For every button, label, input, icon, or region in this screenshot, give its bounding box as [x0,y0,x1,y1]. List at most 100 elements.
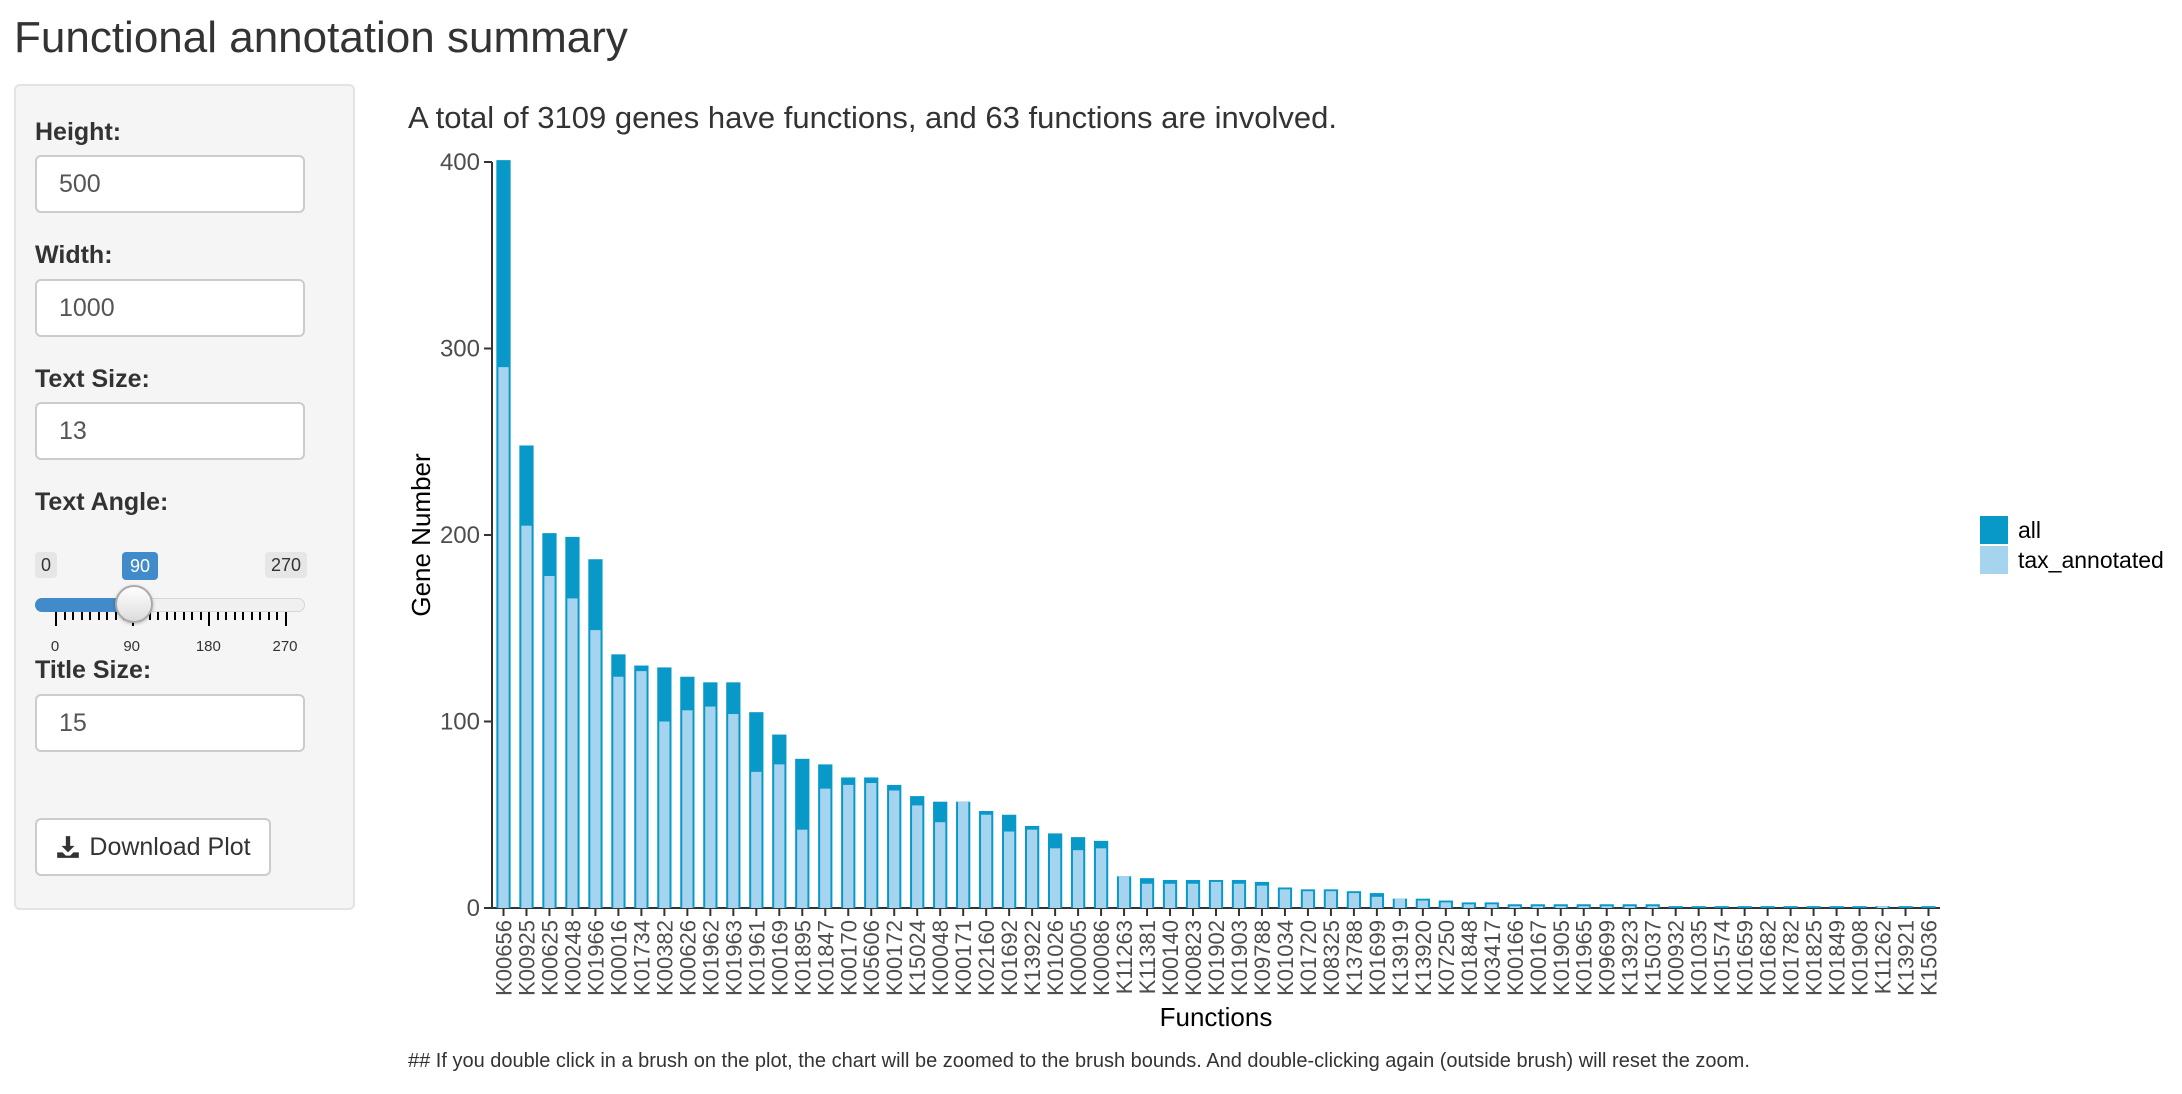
bar-tax-annotated [705,706,716,908]
height-input[interactable] [35,155,305,213]
legend-label: tax_annotated [2018,547,2164,573]
legend-swatch-tax-annotated [1980,546,2008,574]
x-tick-label: K01903 [1227,920,1252,996]
x-tick-label: K00823 [1181,920,1206,996]
x-tick-label: K00656 [491,920,516,996]
bar-tax-annotated [1187,883,1199,908]
bar-tax-annotated [1532,906,1543,908]
bar-tax-annotated [682,710,693,908]
x-tick-label: K01734 [629,920,654,996]
x-tick-label: K08325 [1319,920,1344,996]
bar-tax-annotated [958,801,969,908]
x-tick-label: K01966 [583,920,608,996]
bar-tax-annotated [567,598,578,908]
slider-minor-tick [80,612,83,620]
slider-major-tick [55,612,57,626]
x-tick-label: K01963 [721,920,746,996]
slider-minor-tick [97,612,100,620]
bar-tax-annotated [1210,881,1222,908]
bar-tax-annotated [1279,889,1291,908]
x-tick-label: K15024 [905,920,930,996]
slider-minor-tick [174,612,177,620]
slider-handle[interactable] [115,585,153,623]
y-tick-label: 400 [440,149,480,176]
summary-text: A total of 3109 genes have functions, an… [408,100,1337,135]
y-tick-label: 100 [440,709,480,736]
bar-tax-annotated [1371,896,1383,908]
bar-tax-annotated [590,630,601,908]
bar-tax-annotated [1118,876,1130,908]
slider-minor-tick [165,612,168,620]
slider-minor-tick [199,612,202,620]
x-tick-label: K01659 [1733,920,1758,996]
y-tick-label: 200 [440,522,480,549]
slider-minor-tick [89,612,92,620]
bar-all [1783,906,1798,908]
bar-all [1829,906,1844,908]
text-angle-slider[interactable]: 0 90 270 0 90 180 270 [35,552,321,662]
x-axis-title: Functions [1160,1002,1273,1032]
bar-tax-annotated [843,784,854,908]
x-tick-label: K01848 [1457,920,1482,996]
text-size-input[interactable] [35,402,305,460]
x-tick-label: K15036 [1917,920,1942,996]
bar-tax-annotated [1624,906,1635,908]
bar-tax-annotated [1256,885,1268,908]
bar-tax-annotated [935,822,946,908]
bar-tax-annotated [797,829,808,908]
bar-tax-annotated [1601,906,1612,908]
bar-tax-annotated [498,367,509,908]
x-tick-label: K01847 [813,920,838,996]
x-tick-label: K01035 [1687,920,1712,996]
bar-tax-annotated [1302,891,1314,908]
text-size-label: Text Size: [35,365,150,393]
x-tick-label: K05606 [859,920,884,996]
download-plot-button[interactable]: Download Plot [35,818,271,876]
slider-minor-tick [242,612,245,620]
width-input[interactable] [35,279,305,337]
bar-tax-annotated [1072,850,1084,908]
x-tick-label: K09788 [1250,920,1275,996]
slider-minor-tick [182,612,185,620]
x-tick-label: K13919 [1388,920,1413,996]
x-tick-label: K11262 [1871,920,1896,994]
bar-tax-annotated [1463,904,1474,908]
title-size-label: Title Size: [35,656,152,684]
x-tick-label: K01962 [698,920,723,996]
sidebar-panel [14,84,355,910]
footnote-text: ## If you double click in a brush on the… [408,1050,1750,1072]
x-tick-label: K01825 [1802,920,1827,996]
slider-minor-tick [250,612,253,620]
slider-tick-label: 90 [123,638,140,655]
download-icon [57,836,80,858]
x-tick-label: K00016 [606,920,631,996]
x-tick-label: K07250 [1434,920,1459,996]
slider-minor-tick [276,612,279,620]
x-tick-label: K13920 [1411,920,1436,996]
bar-all [1691,906,1706,908]
x-tick-label: K15037 [1641,920,1666,996]
bar-all [1760,906,1775,908]
slider-fill [35,598,132,612]
x-tick-label: K00169 [767,920,792,996]
x-tick-label: K00167 [1526,920,1551,996]
bar-tax-annotated [659,721,670,908]
x-tick-label: K00626 [675,920,700,996]
slider-minor-tick [267,612,270,620]
title-size-input[interactable] [35,694,305,752]
download-plot-label: Download Plot [89,832,251,861]
slider-major-tick [285,612,287,626]
bar-chart[interactable]: 0100200300400K00656K00925K00625K00248K01… [400,140,2180,1040]
slider-tick-label: 180 [195,638,221,655]
x-tick-label: K01699 [1365,920,1390,996]
bar-all [1852,906,1867,908]
bar-tax-annotated [866,783,877,908]
x-tick-label: K01574 [1710,920,1735,996]
x-tick-label: K13921 [1894,920,1919,996]
bar-tax-annotated [889,790,900,908]
legend-label: all [2018,517,2041,543]
x-tick-label: K01895 [790,920,815,996]
x-tick-label: K00166 [1503,920,1528,996]
height-label: Height: [35,118,122,146]
x-tick-label: K01034 [1273,920,1298,996]
